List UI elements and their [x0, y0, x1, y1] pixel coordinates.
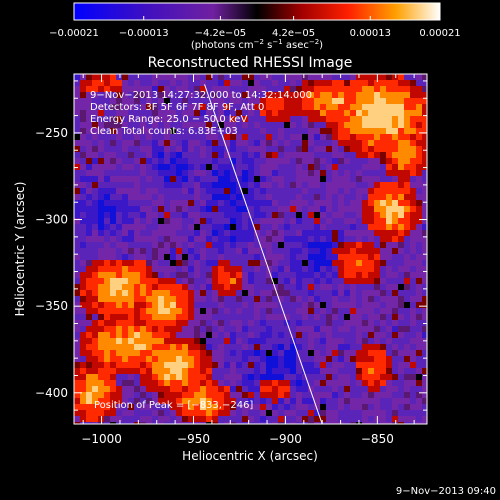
colorbar-tick-label: −4.2e−05 — [195, 28, 247, 39]
annotation-block: 9−Nov−2013 14:27:32.000 to 14:32:14.000 … — [90, 90, 312, 411]
y-tick-label: −250 — [35, 126, 68, 140]
y-tick-labels: −250 −300 −350 −400 — [35, 126, 68, 400]
annotation-total-counts: Clean Total counts: 6.83E+03 — [90, 126, 238, 137]
colorbar — [74, 3, 440, 20]
timestamp: 9−Nov−2013 09:40 — [395, 486, 496, 497]
annotation-time-range: 9−Nov−2013 14:27:32.000 to 14:32:14.000 — [90, 90, 312, 101]
y-tick-label: −400 — [35, 386, 68, 400]
y-tick-label: −350 — [35, 299, 68, 313]
x-tick-label: −850 — [361, 432, 394, 446]
colorbar-tick-label: −0.00013 — [119, 28, 169, 39]
annotation-detectors: Detectors: 3F 5F 6F 7F 8F 9F, Att 0 — [90, 102, 264, 113]
colorbar-tick-label: 0.00021 — [419, 28, 460, 39]
colorbar-unit-label: (photons cm−2 s−1 asec−2) — [191, 38, 323, 51]
x-tick-labels: −1000 −950 −900 −850 — [81, 432, 394, 446]
plot-frame — [73, 73, 428, 425]
x-tick-label: −900 — [269, 432, 302, 446]
x-tick-label: −1000 — [81, 432, 122, 446]
colorbar-tick-labels: −0.00021 −0.00013 −4.2e−05 4.2e−05 0.00013 0.… — [49, 28, 461, 39]
x-axis-label: Heliocentric X (arcsec) — [182, 449, 318, 463]
solar-limb-line — [204, 84, 323, 424]
colorbar-tick-label: −0.00021 — [49, 28, 99, 39]
colorbar-ticks — [73, 16, 441, 20]
colorbar-tick-label: 0.00013 — [350, 28, 391, 39]
axis-ticks — [74, 74, 427, 424]
peak-position-label: Position of Peak = [−833,−246] — [94, 400, 253, 411]
colorbar-tick-label: 4.2e−05 — [272, 28, 315, 39]
chart-title: Reconstructed RHESSI Image — [148, 55, 353, 71]
annotation-energy-range: Energy Range: 25.0 − 50.0 keV — [90, 114, 247, 125]
heatmap-image — [74, 74, 427, 424]
x-tick-label: −950 — [177, 432, 210, 446]
y-tick-label: −300 — [35, 213, 68, 227]
y-axis-label: Heliocentric Y (arcsec) — [13, 182, 27, 317]
